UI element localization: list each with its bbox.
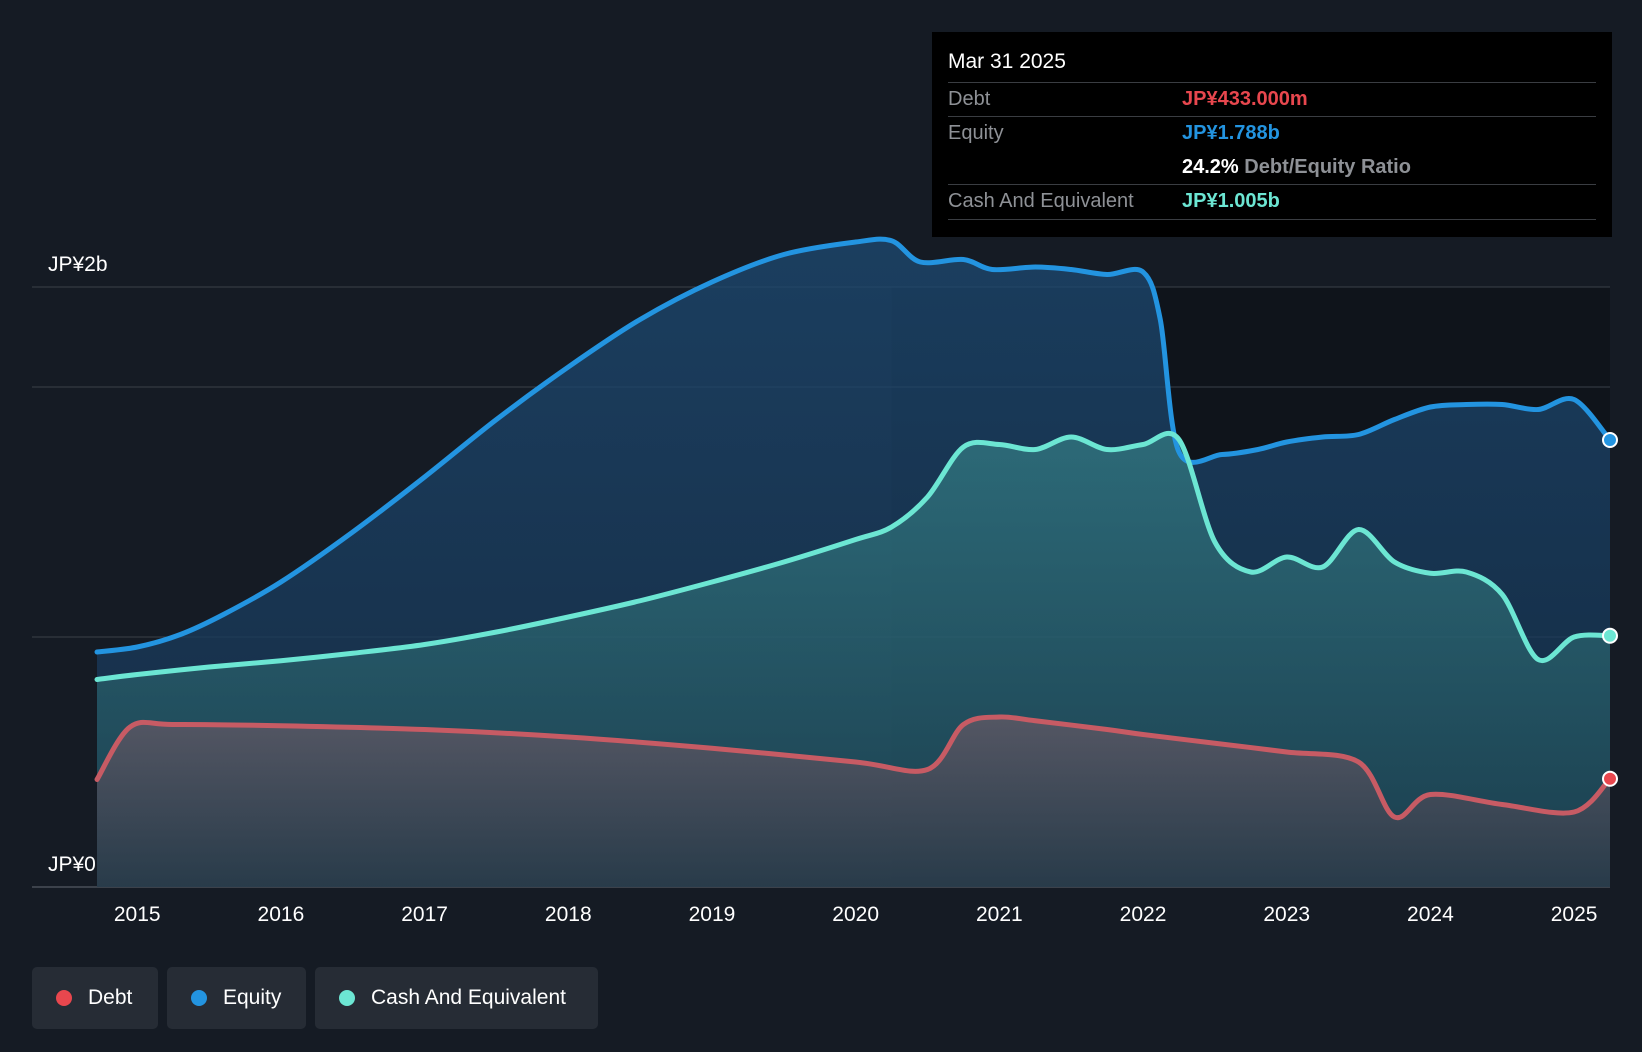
tooltip-equity-value: JP¥1.788b	[1182, 122, 1280, 144]
tooltip-panel: Mar 31 2025 Debt JP¥433.000m Equity JP¥1…	[932, 32, 1612, 237]
x-tick-label: 2018	[545, 903, 592, 926]
equity-endpoint-marker[interactable]	[1602, 432, 1618, 448]
x-tick-label: 2017	[401, 903, 448, 926]
legend-item-debt[interactable]: Debt	[32, 967, 158, 1029]
x-tick-label: 2021	[976, 903, 1023, 926]
x-tick-label: 2024	[1407, 903, 1454, 926]
tooltip-date: Mar 31 2025	[948, 50, 1066, 73]
tooltip-ratio-value: 24.2%	[1182, 156, 1239, 178]
tooltip-row-equity: Equity JP¥1.788b 24.2% Debt/Equity Ratio	[948, 116, 1596, 185]
tooltip-debt-label: Debt	[948, 88, 991, 110]
x-tick-label: 2022	[1120, 903, 1167, 926]
tooltip-cash-value: JP¥1.005b	[1182, 190, 1280, 212]
debt-line	[94, 714, 1613, 821]
x-tick-label: 2023	[1263, 903, 1310, 926]
legend-cash-label: Cash And Equivalent	[371, 986, 566, 1009]
x-tick-label: 2016	[258, 903, 305, 926]
tooltip-debt-value: JP¥433.000m	[1182, 88, 1308, 110]
tooltip-ratio: 24.2% Debt/Equity Ratio	[1182, 151, 1411, 183]
legend-debt-dot-icon	[56, 990, 72, 1006]
debt-area	[97, 716, 1610, 887]
y-tick-label: JP¥0	[48, 853, 96, 876]
legend: Debt Equity Cash And Equivalent	[32, 967, 598, 1029]
tooltip-row-cash: Cash And Equivalent JP¥1.005b	[948, 184, 1596, 220]
legend-item-equity[interactable]: Equity	[167, 967, 306, 1029]
x-tick-label: 2015	[114, 903, 161, 926]
cash-endpoint-marker[interactable]	[1602, 627, 1618, 644]
legend-debt-label: Debt	[88, 986, 133, 1009]
equity-line	[94, 236, 1613, 655]
legend-equity-label: Equity	[223, 986, 282, 1009]
legend-item-cash[interactable]: Cash And Equivalent	[315, 967, 598, 1029]
tooltip-cash-label: Cash And Equivalent	[948, 190, 1134, 212]
debt-endpoint-marker[interactable]	[1602, 770, 1618, 787]
tooltip-equity-label: Equity	[948, 122, 1004, 144]
tooltip-row-debt: Debt JP¥433.000m	[948, 82, 1596, 117]
cash-line	[94, 430, 1613, 682]
x-tick-label: 2020	[832, 903, 879, 926]
legend-cash-dot-icon	[339, 990, 355, 1006]
legend-equity-dot-icon	[191, 990, 207, 1006]
y-tick-label: JP¥2b	[48, 253, 108, 276]
x-tick-label: 2025	[1551, 903, 1598, 926]
x-tick-label: 2019	[689, 903, 736, 926]
tooltip-ratio-label: Debt/Equity Ratio	[1244, 156, 1411, 178]
